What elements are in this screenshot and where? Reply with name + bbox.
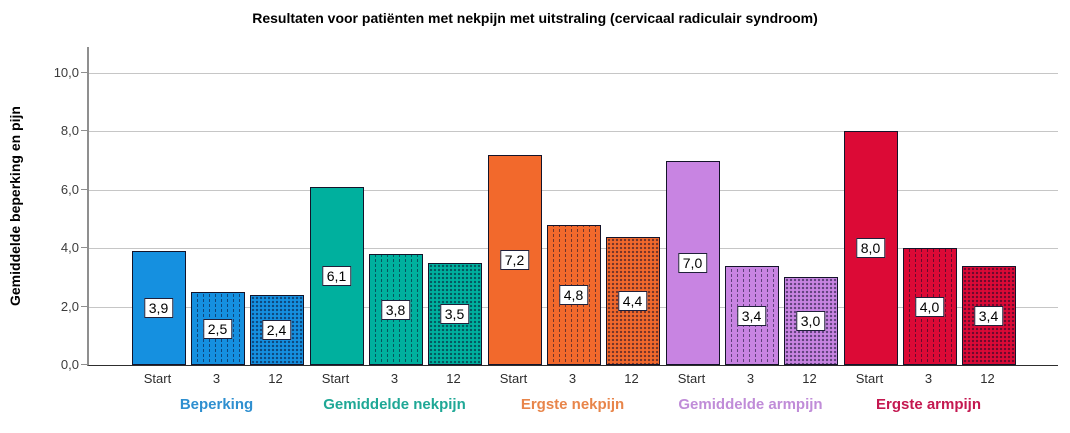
value-label: 4,0: [914, 296, 945, 317]
bar-gemiddelde-nekpijn-12: 3,5: [427, 263, 482, 365]
bars-layer: 3,9 2,5 2,4 6,1 3,8 3,5 7,2 4,8 4,4 7,0 3,4 3,0 8,0 4…: [89, 131, 1058, 365]
value-label: 3,8: [380, 299, 411, 320]
x-tick-label: 12: [802, 371, 817, 386]
bar-beperking-start: 3,9: [131, 251, 186, 365]
group-label-ergste-armpijn: Ergste armpijn: [875, 396, 982, 413]
bar-gemiddelde-nekpijn-3: 3,8: [368, 254, 423, 365]
bar-gemiddelde-armpijn-3: 3,4: [724, 266, 779, 365]
value-label: 3,9: [143, 298, 174, 318]
y-tick-label: 0,0: [60, 357, 79, 372]
bar-gemiddelde-armpijn-start: 7,0: [665, 161, 720, 365]
group-label-ergste-nekpijn: Ergste nekpijn: [520, 396, 625, 413]
bar-ergste-armpijn-start: 8,0: [843, 131, 898, 365]
bar-ergste-armpijn-12: 3,4: [961, 266, 1016, 365]
x-tick-label: 12: [624, 371, 639, 386]
group-label-gemiddelde-armpijn: Gemiddelde armpijn: [678, 396, 823, 413]
group-label-gemiddelde-nekpijn: Gemiddelde nekpijn: [323, 396, 466, 413]
x-tick-label: 12: [268, 371, 283, 386]
value-label: 2,5: [202, 318, 233, 339]
x-label-cluster: Start 3 12: [131, 371, 303, 386]
x-label-cluster: Start 3 12: [843, 371, 1015, 386]
bar-group-beperking: 3,9 2,5 2,4: [131, 251, 304, 365]
y-tick-mark: [81, 247, 89, 249]
value-label: 2,4: [261, 320, 292, 340]
bar-group-ergste-armpijn: 8,0 4,0 3,4: [843, 131, 1016, 365]
bar-ergste-nekpijn-3: 4,8: [546, 225, 601, 365]
value-label: 6,1: [321, 266, 352, 286]
x-tick-label: Start: [321, 371, 350, 386]
bar-group-gemiddelde-nekpijn: 6,1 3,8 3,5: [309, 187, 482, 365]
bar-ergste-nekpijn-start: 7,2: [487, 155, 542, 365]
x-tick-label: Start: [499, 371, 528, 386]
value-label: 3,5: [439, 304, 470, 324]
bar-beperking-3: 2,5: [190, 292, 245, 365]
gridline-8: [89, 131, 1058, 133]
value-label: 4,8: [558, 285, 589, 305]
bar-ergste-nekpijn-12: 4,4: [605, 237, 660, 365]
x-tick-label: 3: [212, 371, 221, 386]
chart-title: Resultaten voor patiënten met nekpijn me…: [252, 10, 818, 26]
gridline-10: [89, 73, 1058, 74]
bar-gemiddelde-nekpijn-start: 6,1: [309, 187, 364, 365]
value-label: 3,4: [736, 305, 767, 326]
y-tick-label: 6,0: [60, 181, 79, 197]
plot-area: 0,0 2,0 4,0 6,0 8,0 10,0 3,9 2,5 2,4 6,1 3,8 3,5 7,…: [54, 47, 1058, 372]
value-label: 8,0: [855, 238, 886, 258]
gridline-6: [89, 189, 1058, 191]
x-label-cluster: Start 3 12: [309, 371, 481, 386]
y-tick-label: 10,0: [53, 65, 79, 80]
value-label: 7,0: [677, 253, 708, 273]
value-label: 3,4: [973, 305, 1004, 326]
y-tick-mark: [81, 72, 89, 73]
bar-chart: 0,0 2,0 4,0 6,0 8,0 10,0 3,9 2,5 2,4 6,1 3,8 3,5 7,…: [54, 47, 1058, 413]
value-label: 3,0: [795, 311, 826, 331]
x-tick-label: 3: [924, 371, 933, 386]
y-axis-title: Gemiddelde beperking en pijn: [7, 106, 23, 306]
group-label-beperking: Beperking: [179, 396, 254, 413]
value-label: 4,4: [617, 291, 648, 311]
x-tick-label: 3: [390, 371, 399, 386]
x-tick-label: 3: [568, 371, 577, 386]
bar-group-gemiddelde-armpijn: 7,0 3,4 3,0: [665, 161, 838, 365]
y-tick-mark: [81, 130, 89, 132]
y-tick-mark: [81, 188, 89, 190]
y-tick-mark: [81, 364, 89, 365]
x-tick-label: Start: [143, 371, 172, 386]
x-label-cluster: Start 3 12: [487, 371, 659, 386]
bar-gemiddelde-armpijn-12: 3,0: [783, 277, 838, 365]
y-tick-label: 4,0: [60, 240, 79, 256]
x-tick-label: 12: [980, 371, 995, 386]
x-label-cluster: Start 3 12: [665, 371, 837, 386]
y-tick-mark: [81, 305, 89, 307]
x-axis-labels: Start 3 12 Start 3 12 Start 3 12 Start 3 12 Start 3 12: [87, 371, 1058, 386]
bar-ergste-armpijn-3: 4,0: [902, 248, 957, 365]
y-tick-label: 8,0: [60, 123, 79, 139]
y-tick-label: 2,0: [60, 298, 79, 314]
x-tick-label: Start: [677, 371, 706, 386]
group-labels: Beperking Gemiddelde nekpijn Ergste nekpij…: [87, 396, 1058, 413]
x-tick-label: 12: [446, 371, 461, 386]
x-tick-label: 3: [746, 371, 755, 386]
bar-beperking-12: 2,4: [249, 295, 304, 365]
value-label: 7,2: [499, 250, 530, 270]
x-tick-label: Start: [855, 371, 884, 386]
bar-group-ergste-nekpijn: 7,2 4,8 4,4: [487, 155, 660, 365]
